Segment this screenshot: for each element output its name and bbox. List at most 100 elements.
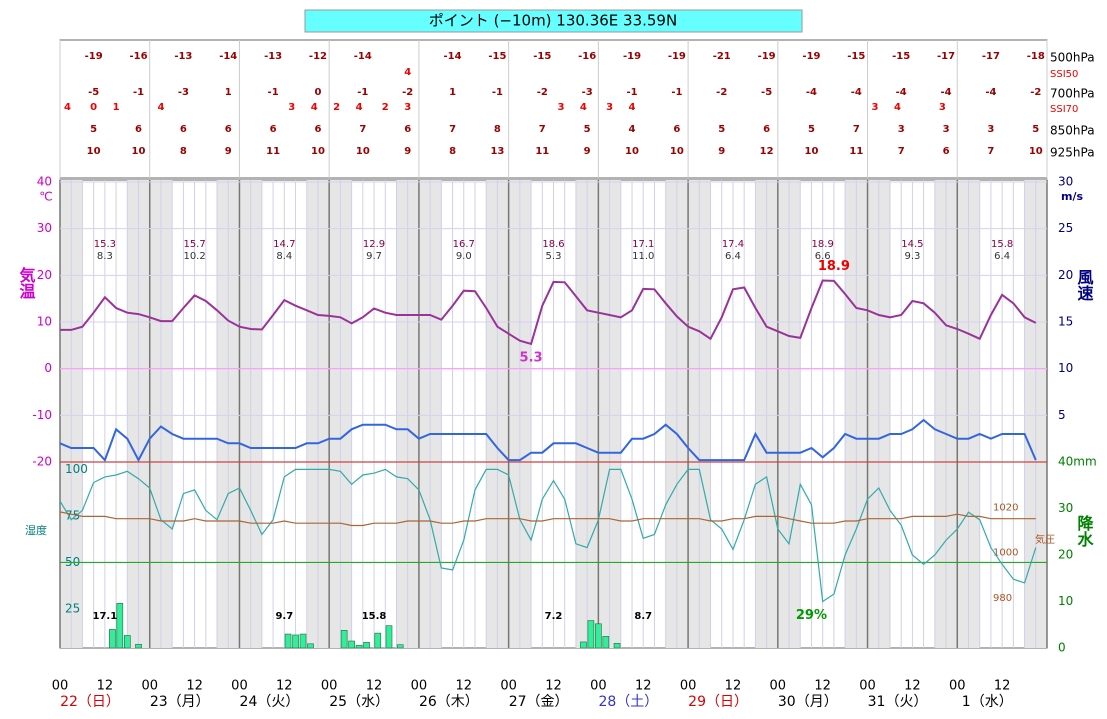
humidity-axis-label: 湿度 (25, 523, 47, 537)
wind-tick-label: 15 (1058, 315, 1073, 329)
upper-value: 10 (311, 146, 325, 157)
upper-value: -12 (309, 51, 327, 62)
temp-tick-label: 10 (37, 315, 52, 329)
upper-value: 10 (356, 146, 370, 157)
upper-value: 7 (987, 146, 994, 157)
upper-value: 3 (939, 102, 946, 113)
upper-value: 6 (225, 124, 232, 135)
wind-axis-label: 風速 (1075, 269, 1094, 301)
upper-value: -13 (174, 51, 192, 62)
upper-value: 13 (490, 146, 504, 157)
upper-value: 7 (449, 124, 456, 135)
upper-value: -15 (488, 51, 506, 62)
precip-axis-label: 降水 (1075, 514, 1094, 548)
upper-value: 4 (64, 102, 71, 113)
wind-unit: m/s (1061, 190, 1083, 203)
upper-value: 9 (718, 146, 725, 157)
upper-value: -2 (402, 87, 413, 98)
upper-value: 6 (673, 124, 680, 135)
date-label: 24（火） (240, 694, 300, 710)
temp-tick-label: 0 (44, 361, 52, 375)
time-label: 12 (97, 679, 114, 694)
upper-value: -4 (941, 87, 952, 98)
upper-value: -4 (985, 87, 996, 98)
upper-value: 3 (943, 124, 950, 135)
precip-bar (396, 644, 404, 649)
annotation: 5.3 (520, 350, 543, 365)
humidity-tick-label: 100 (65, 462, 88, 476)
upper-value: 5 (584, 124, 591, 135)
daily-min: 6.6 (815, 251, 831, 262)
upper-value: 8 (180, 146, 187, 157)
upper-value: -19 (85, 51, 103, 62)
upper-value: -14 (219, 51, 237, 62)
upper-value: -17 (937, 51, 955, 62)
temp-unit: ℃ (39, 190, 52, 204)
precip-daily-total: 8.7 (634, 611, 652, 622)
level-label: SSI70 (1050, 104, 1078, 115)
upper-value: -13 (264, 51, 282, 62)
upper-value: -16 (129, 51, 147, 62)
date-label: 29（日） (688, 694, 748, 710)
upper-value: 2 (382, 102, 389, 113)
time-label: 00 (52, 679, 69, 694)
upper-value: -5 (761, 87, 772, 98)
daily-max: 17.1 (632, 239, 654, 250)
precip-bar (374, 632, 382, 649)
time-label: 00 (411, 679, 428, 694)
upper-value: -16 (578, 51, 596, 62)
upper-value: -3 (178, 87, 189, 98)
main-layer: 403020100-10-203025201510510075502540mm3… (17, 51, 1097, 711)
pressure-tick-label: 980 (993, 593, 1012, 604)
time-label: 12 (545, 679, 562, 694)
upper-value: 3 (898, 124, 905, 135)
precip-tick-label: 0 (1058, 641, 1066, 655)
upper-value: 11 (535, 146, 549, 157)
upper-value: -1 (268, 87, 279, 98)
upper-value: 6 (763, 124, 770, 135)
precip-bar (109, 629, 116, 649)
daily-max: 15.3 (94, 239, 116, 250)
precip-bar (363, 642, 370, 649)
wind-tick-label: 30 (1058, 175, 1073, 189)
time-label: 00 (680, 679, 697, 694)
pressure-tick-label: 1000 (993, 548, 1018, 559)
upper-value: 4 (157, 102, 164, 113)
upper-value: 1 (113, 102, 120, 113)
daily-min: 9.3 (904, 251, 920, 262)
upper-value: 3 (987, 124, 994, 135)
title-box (304, 9, 803, 33)
upper-value: 3 (872, 102, 879, 113)
upper-value: 8 (494, 124, 501, 135)
precip-bar (292, 634, 299, 649)
annotation: 18.9 (818, 259, 850, 274)
upper-value: 2 (333, 102, 340, 113)
upper-value: 3 (557, 102, 564, 113)
precip-bar (385, 625, 393, 649)
upper-value: 6 (135, 124, 142, 135)
precip-daily-total: 9.7 (275, 611, 293, 622)
time-label: 00 (590, 679, 607, 694)
upper-value: 7 (898, 146, 905, 157)
upper-value: -5 (88, 87, 99, 98)
upper-frame (59, 39, 1048, 179)
time-label: 12 (904, 679, 921, 694)
upper-value: -3 (582, 87, 593, 98)
precip-tick-label: 30 (1058, 501, 1073, 515)
daily-min: 8.3 (97, 251, 113, 262)
wind-tick-label: 20 (1058, 268, 1073, 282)
date-label: 22（日） (60, 694, 120, 710)
daily-min: 9.0 (456, 251, 472, 262)
upper-value: -1 (626, 87, 637, 98)
precip-bar (580, 641, 587, 649)
upper-value: 6 (314, 124, 321, 135)
upper-value: 6 (943, 146, 950, 157)
daily-max: 18.9 (812, 239, 834, 250)
humidity-tick-label: 25 (65, 601, 80, 615)
upper-value: 10 (805, 146, 819, 157)
upper-value: -19 (758, 51, 776, 62)
precip-tick-label: 20 (1058, 548, 1073, 562)
daily-max: 14.7 (273, 239, 295, 250)
upper-value: 11 (849, 146, 863, 157)
